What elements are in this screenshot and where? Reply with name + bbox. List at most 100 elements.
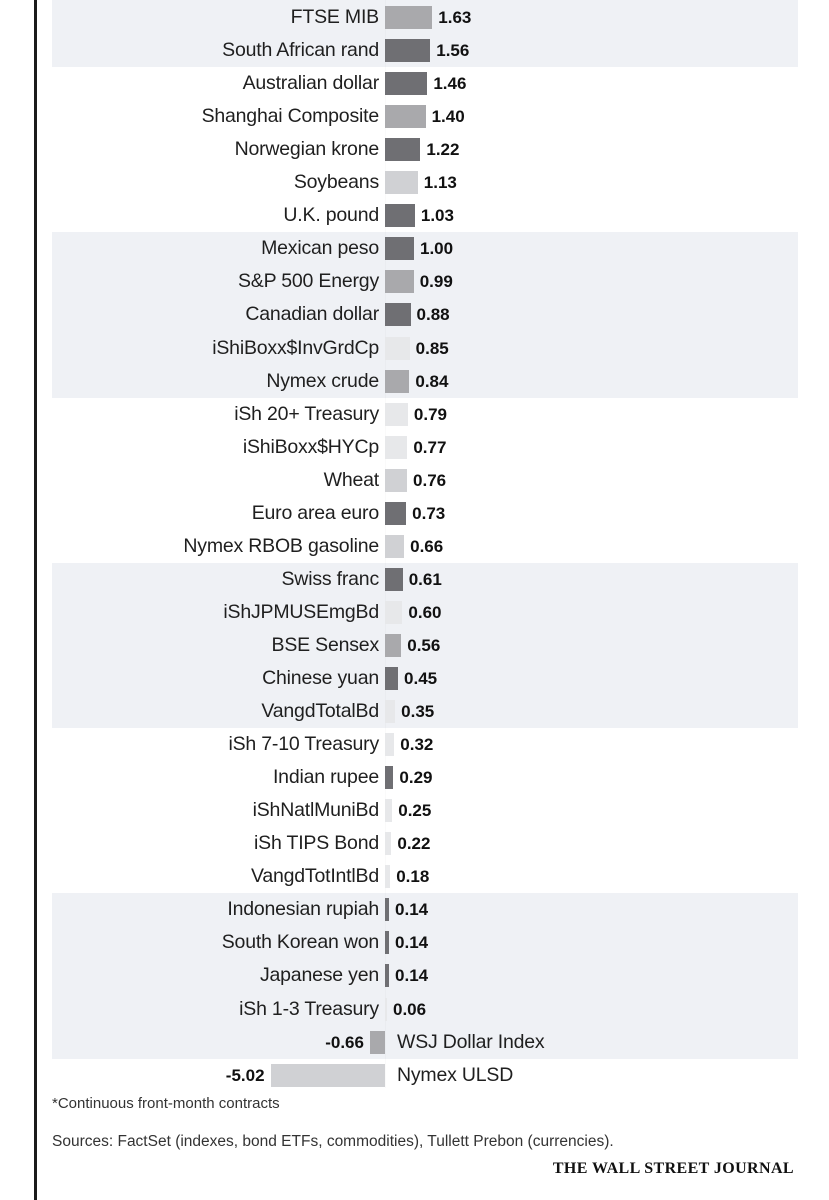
value-label: 0.18	[396, 867, 430, 887]
bar-row: Canadian dollar 0.88	[0, 298, 829, 331]
value-label: 1.00	[420, 239, 454, 259]
value-label: 1.46	[433, 74, 467, 94]
category-label: Indonesian rupiah	[227, 898, 379, 921]
bar	[385, 171, 418, 195]
value-label: 0.22	[397, 834, 431, 854]
category-label: South Korean won	[221, 931, 379, 954]
value-label: 0.14	[395, 966, 429, 986]
bar	[385, 105, 426, 129]
category-label: Nymex ULSD	[397, 1063, 514, 1086]
category-label: Swiss franc	[281, 567, 380, 590]
category-label: iShJPMUSEmgBd	[223, 600, 379, 623]
bar-row: Indian rupee 0.29	[0, 761, 829, 794]
bar	[385, 898, 390, 922]
category-label: Soybeans	[293, 171, 379, 194]
category-label: iSh 20+ Treasury	[234, 402, 379, 425]
bar	[385, 865, 391, 889]
bar	[385, 39, 431, 63]
value-label: 1.40	[431, 107, 465, 127]
bar	[385, 633, 402, 657]
bar	[385, 270, 414, 294]
category-label: Nymex RBOB gasoline	[183, 534, 379, 557]
bar	[385, 964, 390, 988]
bar	[385, 997, 387, 1021]
value-label: 0.73	[412, 503, 446, 523]
category-label: Japanese yen	[259, 964, 379, 987]
bar	[385, 766, 394, 790]
bar	[385, 832, 392, 856]
bar	[385, 501, 407, 525]
bar	[385, 700, 396, 724]
bar	[385, 303, 411, 327]
value-label: 1.13	[423, 173, 457, 193]
category-label: Norwegian krone	[234, 138, 380, 161]
value-label: 1.03	[420, 206, 454, 226]
bar-row: U.K. pound 1.03	[0, 199, 829, 232]
bar-row: Swiss franc 0.61	[0, 563, 829, 596]
value-label: 1.63	[438, 8, 472, 27]
bar	[385, 600, 403, 624]
row-band	[52, 232, 798, 398]
publisher-credit: THE WALL STREET JOURNAL	[552, 1160, 794, 1177]
value-label: 0.76	[413, 470, 447, 490]
category-label: Mexican peso	[261, 237, 379, 260]
bar-row: iShNatlMuniBd 0.25	[0, 794, 829, 827]
bar	[270, 1063, 385, 1087]
value-label: 1.22	[426, 140, 460, 160]
bar-row: iShiBoxx$HYCp 0.77	[0, 431, 829, 464]
bar-row: Nymex ULSD -5.02	[0, 1059, 829, 1092]
category-label: Chinese yuan	[262, 667, 379, 689]
bar-row: Wheat 0.76	[0, 464, 829, 497]
bar	[385, 799, 393, 823]
bar-row: Norwegian krone 1.22	[0, 133, 829, 166]
value-label: 0.77	[413, 437, 447, 457]
category-label: Indian rupee	[272, 766, 379, 789]
bar	[385, 567, 403, 591]
value-label: 0.66	[410, 536, 444, 556]
bar	[385, 237, 414, 261]
bar	[385, 667, 399, 690]
category-label: WSJ Dollar Index	[397, 1030, 545, 1053]
bar-row: VangdTotIntlBd 0.18	[0, 860, 829, 893]
bar-row: iSh 1-3 Treasury 0.06	[0, 993, 829, 1026]
value-label: 0.32	[400, 735, 434, 755]
bar-row: Shanghai Composite 1.40	[0, 100, 829, 133]
value-label: 0.25	[398, 801, 432, 821]
value-label: 0.06	[393, 999, 427, 1019]
value-label: 0.14	[395, 933, 429, 953]
bar	[385, 204, 415, 228]
value-label: 0.99	[419, 272, 453, 292]
bar	[385, 138, 421, 162]
value-label: -5.02	[225, 1065, 265, 1085]
bar	[385, 534, 405, 558]
bar-row: Japanese yen 0.14	[0, 959, 829, 992]
bar	[385, 6, 433, 29]
category-label: iSh 1-3 Treasury	[239, 997, 379, 1020]
bar	[385, 336, 410, 360]
value-label: 0.29	[399, 768, 433, 788]
value-label: 0.60	[408, 602, 442, 622]
category-label: S&P 500 Energy	[237, 270, 379, 293]
bar-row: Chinese yuan 0.45	[0, 662, 829, 695]
value-label: 0.85	[415, 338, 449, 358]
bar-row: WSJ Dollar Index -0.66	[0, 1026, 829, 1059]
bar	[385, 733, 395, 757]
category-label: Nymex crude	[266, 369, 379, 392]
bar-row: Indonesian rupiah 0.14	[0, 893, 829, 926]
value-label: 0.79	[413, 404, 447, 424]
bar-row: BSE Sensex 0.56	[0, 629, 829, 662]
left-rule	[34, 0, 37, 1200]
bar-row: iSh 20+ Treasury 0.79	[0, 398, 829, 431]
bar	[385, 468, 408, 492]
value-label: 0.84	[415, 371, 449, 391]
category-label: Australian dollar	[242, 72, 380, 95]
category-label: Shanghai Composite	[201, 105, 380, 128]
category-label: Euro area euro	[251, 501, 379, 524]
row-band	[52, 893, 798, 1059]
value-label: -0.66	[325, 1032, 364, 1052]
category-label: iSh 7-10 Treasury	[228, 733, 379, 756]
category-label: iShiBoxx$InvGrdCp	[212, 336, 379, 359]
bar-row: iShJPMUSEmgBd 0.60	[0, 596, 829, 629]
value-label: 0.61	[408, 569, 442, 589]
